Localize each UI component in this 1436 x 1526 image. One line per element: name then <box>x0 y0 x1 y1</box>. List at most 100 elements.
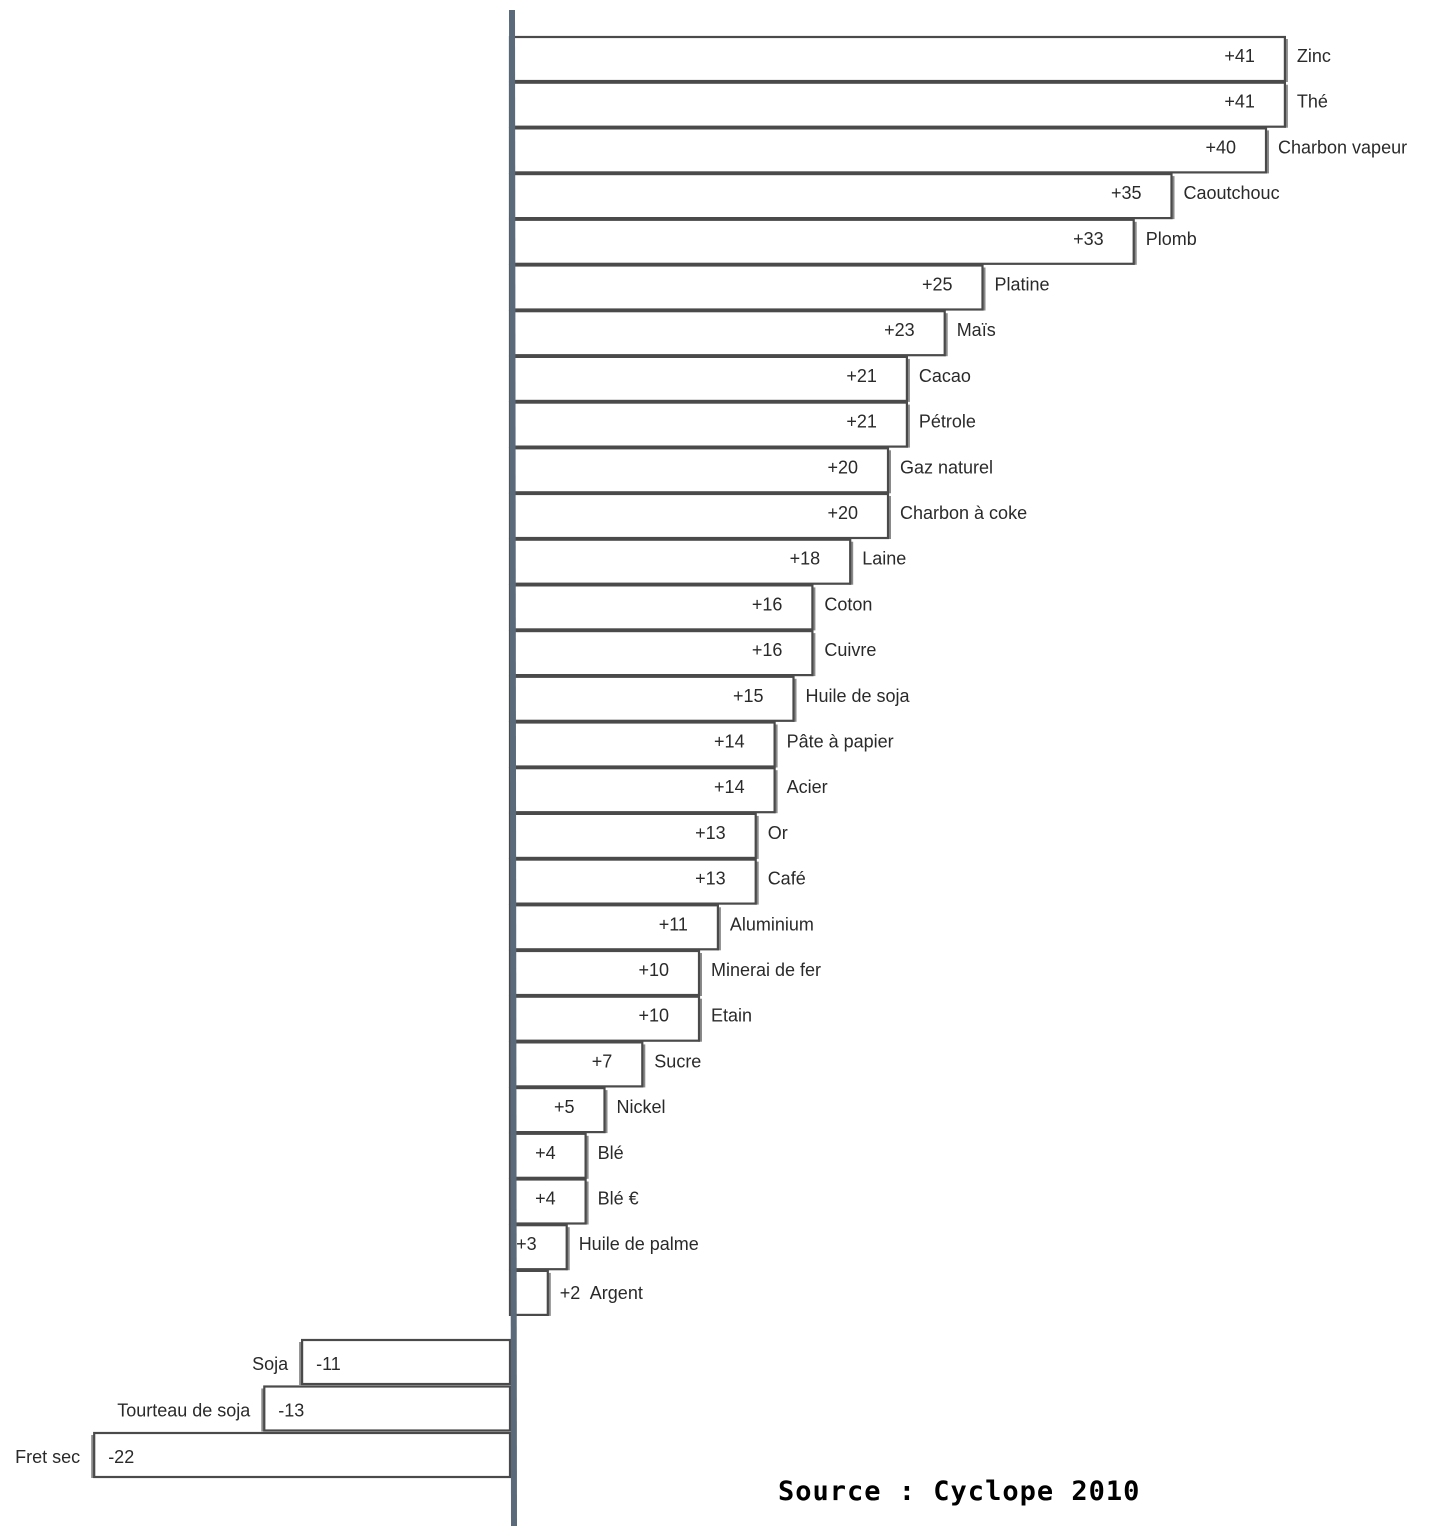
category-label: Etain <box>711 1006 752 1026</box>
bar <box>263 1385 512 1432</box>
value-label: +10 <box>638 960 669 980</box>
bar-group-minerai-de-fer: +10 Minerai de fer <box>508 949 821 997</box>
bar <box>508 264 984 311</box>
category-label: Huile de soja <box>806 686 911 706</box>
value-label: +15 <box>733 686 764 706</box>
bar-group-charbon-vapeur: +40 Charbon vapeur <box>508 127 1407 174</box>
bar-group-acier: +14 Acier <box>508 767 828 814</box>
value-label: +23 <box>884 320 915 340</box>
category-label: Nickel <box>617 1097 666 1117</box>
value-label: +13 <box>695 869 726 889</box>
value-label: +21 <box>846 366 877 386</box>
category-label: Aluminium <box>730 914 814 934</box>
bar <box>93 1431 512 1479</box>
value-label: +4 <box>535 1189 556 1209</box>
category-label: Argent <box>590 1283 643 1303</box>
value-label: +7 <box>592 1051 613 1071</box>
bar-group-or: +13 Or <box>508 812 788 860</box>
zero-axis-line <box>509 9 517 1526</box>
bar <box>508 35 1287 83</box>
category-label: Cuivre <box>824 640 876 660</box>
bar-group-ble: +4 Blé <box>508 1132 624 1179</box>
category-label: Blé <box>598 1143 624 1163</box>
value-label: -13 <box>278 1401 304 1421</box>
category-label: Plomb <box>1146 229 1197 249</box>
bar <box>508 447 890 494</box>
bar-group-pate-a-papier: +14 Pâte à papier <box>508 721 894 768</box>
category-label: Minerai de fer <box>711 960 821 980</box>
bar-group-cacao: +21 Cacao <box>508 355 971 402</box>
bar-group-gaz-naturel: +20 Gaz naturel <box>508 447 993 494</box>
category-label: Pâte à papier <box>787 732 894 752</box>
category-label: Huile de palme <box>579 1234 699 1254</box>
bar-group-platine: +25 Platine <box>508 264 1050 311</box>
value-label: -11 <box>316 1354 341 1374</box>
category-label: Acier <box>787 777 828 797</box>
bar <box>508 355 908 402</box>
value-label: +5 <box>554 1097 575 1117</box>
value-label: +14 <box>714 732 745 752</box>
bar <box>508 767 776 814</box>
bar <box>508 1086 606 1134</box>
bar-group-coton: +16 Coton <box>508 584 872 631</box>
value-label: +16 <box>752 594 783 614</box>
bar <box>508 675 795 722</box>
value-label: +16 <box>752 640 783 660</box>
category-label: Café <box>768 869 806 889</box>
category-label: Blé € <box>598 1189 639 1209</box>
value-label: +4 <box>535 1143 556 1163</box>
bar-group-plomb: +33 Plomb <box>508 218 1197 265</box>
bar <box>508 1132 587 1179</box>
bar <box>508 721 776 768</box>
bar <box>508 81 1287 128</box>
value-label: +35 <box>1111 183 1142 203</box>
bar-group-caoutchouc: +35 Caoutchouc <box>508 173 1280 220</box>
value-label: +40 <box>1205 137 1236 157</box>
value-label: +18 <box>790 549 821 569</box>
bar-group-the: +41 Thé <box>508 81 1328 128</box>
bar-group-soja: -11 Soja <box>252 1338 512 1386</box>
bar-group-etain: +10 Etain <box>508 995 752 1042</box>
category-label: Thé <box>1297 92 1328 112</box>
category-label: Soja <box>252 1354 289 1374</box>
category-label: Fret sec <box>15 1447 80 1467</box>
bar-group-charbon-a-coke: +20 Charbon à coke <box>508 492 1027 540</box>
bar <box>508 1178 587 1225</box>
category-label: Sucre <box>654 1051 701 1071</box>
bars-layer: +41 Zinc +41 Thé +40 Charbon vapeur +35 Caoutch… <box>15 35 1407 1479</box>
bar <box>508 1224 568 1271</box>
category-label: Coton <box>824 594 872 614</box>
bar-group-huile-de-palme: +3 Huile de palme <box>508 1224 699 1271</box>
category-label: Maïs <box>957 320 996 340</box>
bar <box>508 1041 644 1088</box>
value-label: +33 <box>1073 229 1104 249</box>
bar-group-cuivre: +16 Cuivre <box>508 629 876 677</box>
category-label: Platine <box>995 275 1050 295</box>
bar <box>508 812 757 860</box>
bar <box>508 127 1268 174</box>
value-label: +2 <box>560 1283 581 1303</box>
value-label: +41 <box>1224 46 1255 66</box>
value-label: +3 <box>516 1234 537 1254</box>
bar-group-cafe: +13 Café <box>508 858 806 905</box>
bar-group-petrole: +21 Pétrole <box>508 401 976 448</box>
bar <box>508 173 1173 220</box>
bar <box>508 858 757 905</box>
source-note: Source : Cyclope 2010 <box>778 1476 1140 1507</box>
bar <box>508 310 946 357</box>
value-label: +41 <box>1224 92 1255 112</box>
bar-group-huile-de-soja: +15 Huile de soja <box>508 675 911 722</box>
value-label: +11 <box>659 914 688 934</box>
bar-group-aluminium: +11 Aluminium <box>508 904 814 951</box>
bar <box>508 401 908 448</box>
bar-group-argent: +2 Argent <box>508 1269 643 1317</box>
bar <box>508 629 814 677</box>
bar <box>508 995 701 1042</box>
category-label: Gaz naturel <box>900 457 993 477</box>
category-label: Tourteau de soja <box>117 1401 251 1421</box>
bar <box>508 218 1135 265</box>
bar-group-ble: +4 Blé € <box>508 1178 639 1225</box>
bar <box>301 1338 512 1386</box>
bar-group-fret-sec: -22 Fret sec <box>15 1431 512 1479</box>
